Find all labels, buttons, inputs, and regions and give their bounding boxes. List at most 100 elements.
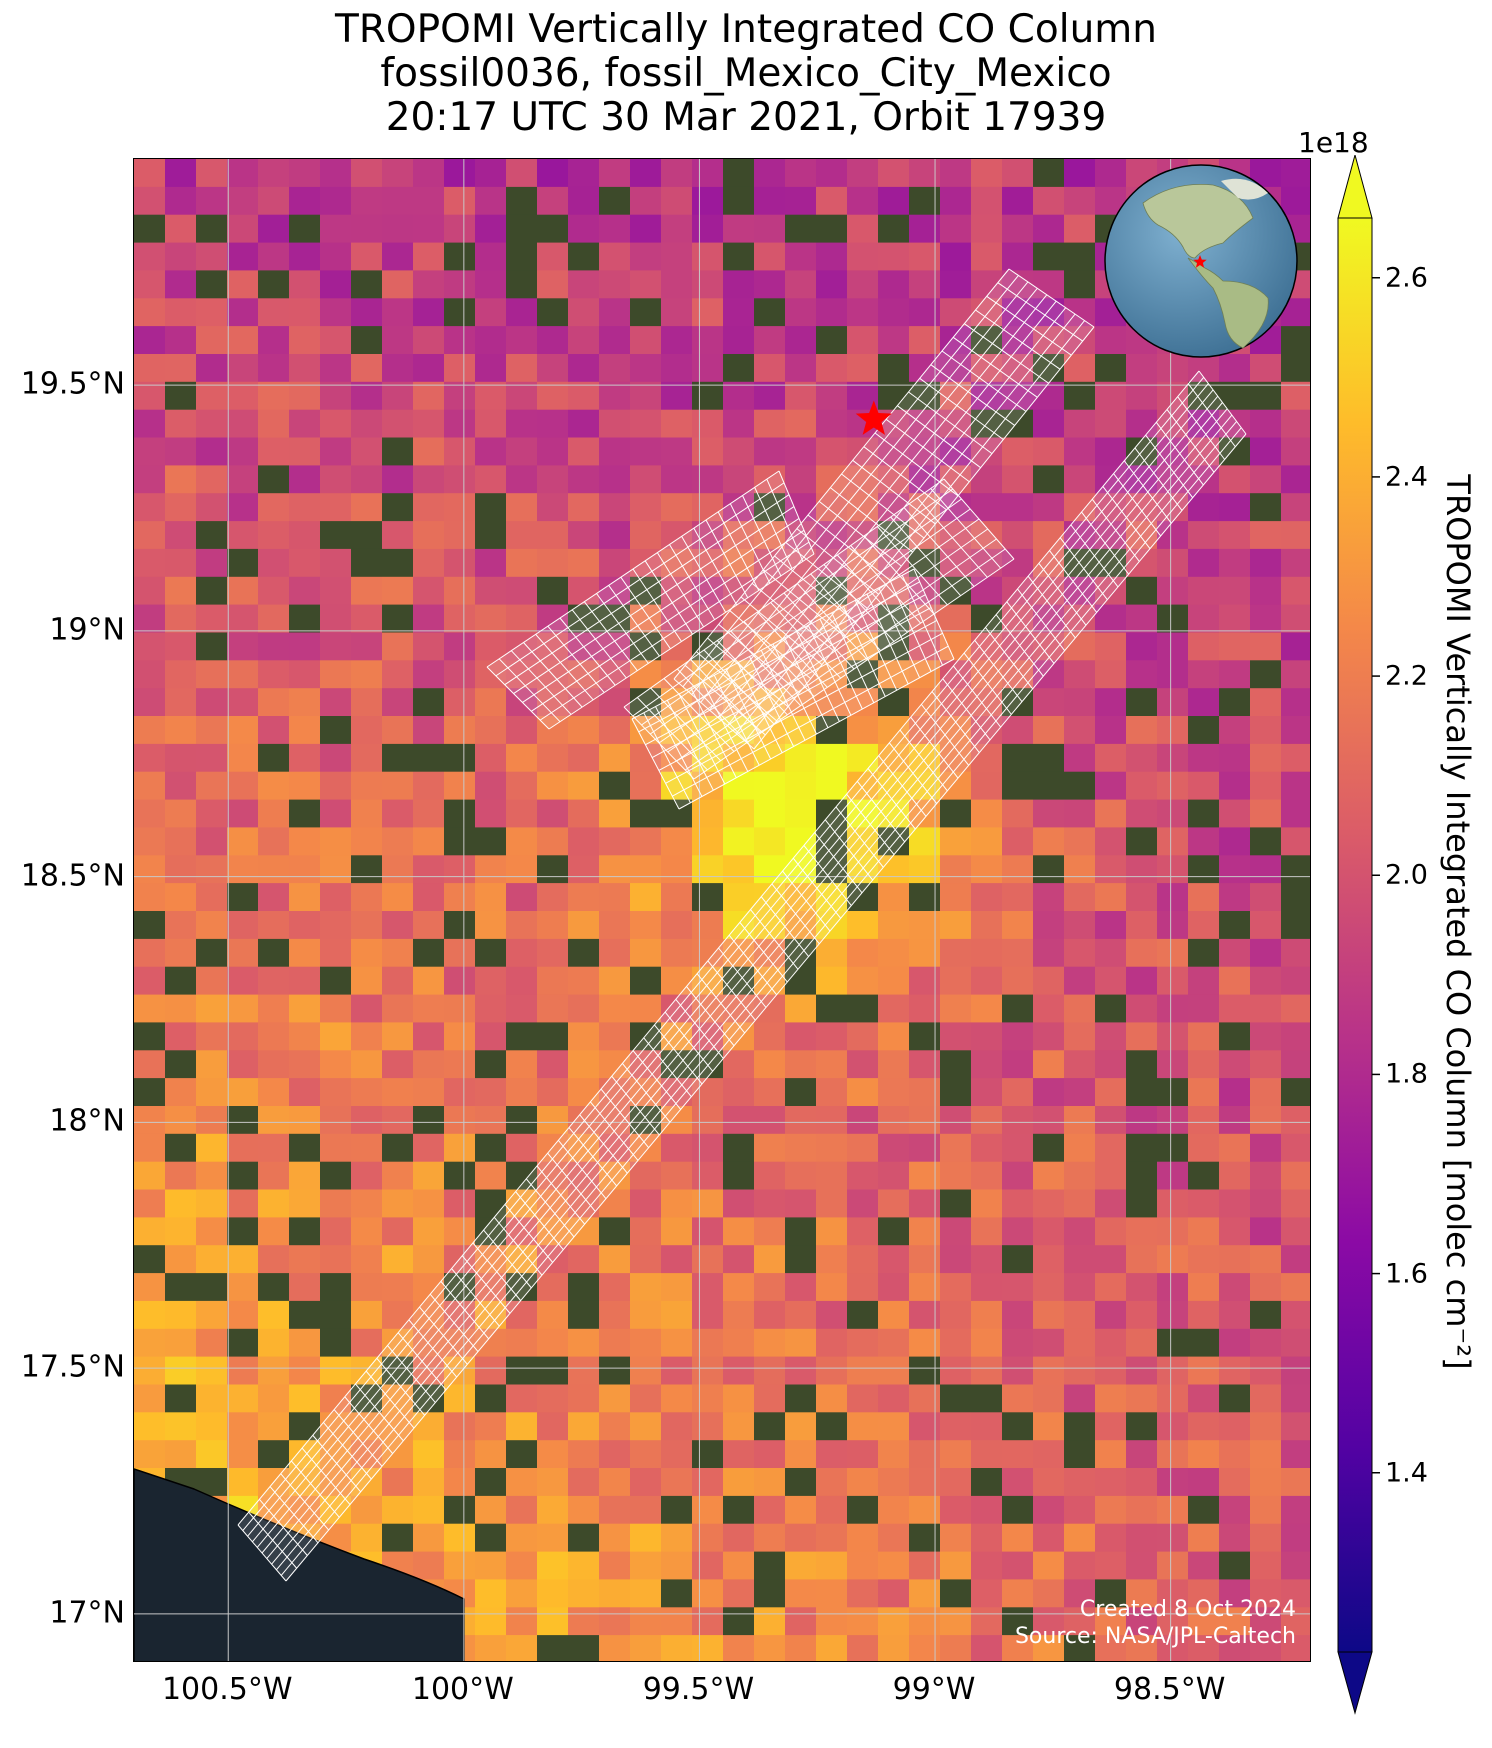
co-pixel <box>661 465 693 494</box>
co-pixel <box>258 632 290 661</box>
co-pixel <box>134 1050 166 1079</box>
co-pixel <box>754 1607 786 1636</box>
co-pixel <box>1126 1384 1158 1413</box>
co-pixel <box>289 242 321 272</box>
no-data-cell <box>1219 911 1251 940</box>
co-pixel <box>444 214 476 244</box>
co-pixel <box>723 883 755 912</box>
x-tick-label: 99.5°W <box>642 1672 755 1707</box>
y-tick-label: 17.5°N <box>20 1349 125 1385</box>
co-pixel <box>754 242 786 272</box>
co-pixel <box>599 381 631 411</box>
co-pixel <box>1064 855 1096 884</box>
co-pixel <box>320 242 352 272</box>
co-pixel <box>444 159 476 188</box>
co-pixel <box>785 1551 817 1581</box>
co-pixel <box>506 576 538 606</box>
co-pixel <box>351 409 383 439</box>
co-pixel <box>382 688 414 717</box>
co-pixel <box>444 938 476 968</box>
co-pixel <box>1095 1384 1127 1413</box>
co-pixel <box>1033 1078 1065 1107</box>
co-pixel <box>382 214 414 244</box>
co-pixel <box>413 159 445 188</box>
co-pixel <box>506 771 538 801</box>
co-pixel <box>258 326 290 355</box>
co-pixel <box>878 1078 910 1107</box>
no-data-cell <box>506 1022 538 1051</box>
co-pixel <box>661 409 693 439</box>
co-pixel <box>289 326 321 355</box>
co-pixel <box>1095 1300 1127 1330</box>
co-pixel <box>1219 743 1251 773</box>
co-pixel <box>351 1106 383 1135</box>
co-pixel <box>599 270 631 299</box>
co-pixel <box>909 1440 941 1469</box>
no-data-cell <box>134 1245 166 1274</box>
no-data-cell <box>320 966 352 996</box>
map-canvas[interactable] <box>134 159 1311 1662</box>
no-data-cell <box>506 186 538 216</box>
co-pixel <box>630 214 662 244</box>
co-pixel <box>785 1022 817 1051</box>
co-pixel <box>227 771 259 801</box>
co-pixel <box>289 1106 321 1135</box>
target-star-icon[interactable] <box>855 400 892 435</box>
no-data-cell <box>630 799 662 829</box>
co-pixel <box>475 1551 507 1581</box>
co-pixel <box>351 354 383 383</box>
co-pixel <box>1188 465 1220 494</box>
co-pixel <box>1250 1189 1282 1218</box>
co-pixel <box>1188 1579 1220 1608</box>
co-pixel <box>475 771 507 801</box>
no-data-cell <box>1126 576 1158 606</box>
co-pixel <box>1095 1133 1127 1163</box>
co-pixel <box>785 326 817 355</box>
co-pixel <box>1033 660 1065 689</box>
no-data-cell <box>940 1384 972 1413</box>
co-pixel <box>785 521 817 550</box>
co-pixel <box>1250 855 1282 884</box>
no-data-cell <box>847 883 879 912</box>
co-pixel <box>382 799 414 829</box>
co-pixel <box>537 604 569 634</box>
co-pixel <box>134 493 166 522</box>
co-pixel <box>847 1635 879 1661</box>
co-pixel <box>1002 966 1034 996</box>
co-pixel <box>630 1189 662 1218</box>
no-data-cell <box>754 1579 786 1608</box>
co-pixel <box>537 493 569 522</box>
co-pixel <box>1157 1607 1189 1636</box>
map-panel[interactable] <box>133 158 1311 1662</box>
co-pixel <box>599 938 631 968</box>
co-pixel <box>816 1440 848 1469</box>
co-pixel <box>258 1412 290 1441</box>
co-pixel <box>1064 354 1096 383</box>
co-pixel <box>289 186 321 216</box>
co-pixel <box>816 1106 848 1135</box>
co-pixel <box>692 938 724 968</box>
colorbar-tick-label: 1.8 <box>1385 1058 1428 1090</box>
co-pixel <box>1250 409 1282 439</box>
co-pixel <box>847 186 879 216</box>
co-pixel <box>1064 827 1096 856</box>
co-pixel <box>1281 771 1310 801</box>
no-data-cell <box>971 1468 1003 1497</box>
co-pixel <box>289 827 321 856</box>
no-data-cell <box>723 1161 755 1191</box>
co-pixel <box>785 354 817 383</box>
no-data-cell <box>1126 688 1158 717</box>
co-pixel <box>537 242 569 272</box>
co-pixel <box>1250 1245 1282 1274</box>
no-data-cell <box>1250 660 1282 689</box>
no-data-cell <box>289 1300 321 1330</box>
co-pixel <box>630 743 662 773</box>
co-pixel <box>878 883 910 912</box>
co-pixel <box>599 354 631 383</box>
co-pixel <box>506 521 538 550</box>
no-data-cell <box>134 1078 166 1107</box>
co-pixel <box>568 1245 600 1274</box>
co-pixel <box>816 1551 848 1581</box>
co-pixel <box>661 660 693 689</box>
co-pixel <box>754 1635 786 1661</box>
